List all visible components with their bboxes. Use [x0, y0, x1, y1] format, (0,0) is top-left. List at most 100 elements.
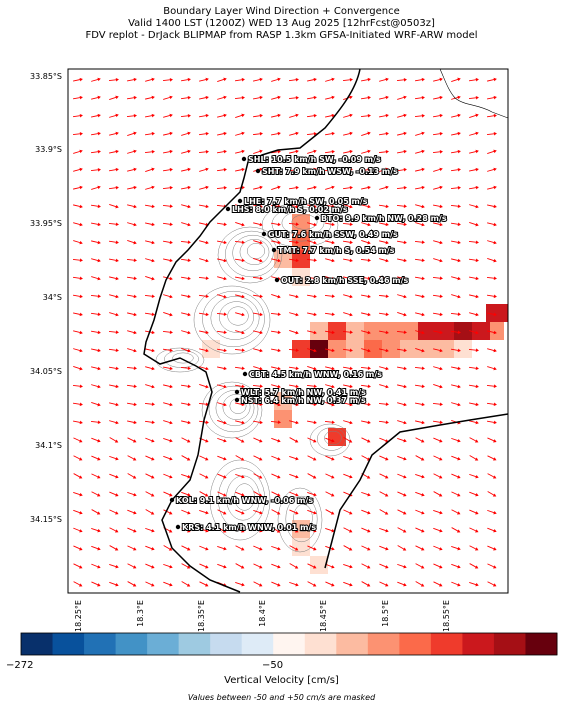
wind-arrow [397, 131, 407, 136]
wind-arrow [163, 473, 173, 479]
station-dot-out [274, 277, 280, 283]
wind-arrow [307, 240, 317, 245]
wind-arrow [109, 258, 119, 263]
wind-arrow [450, 312, 461, 316]
wind-arrow [468, 240, 479, 245]
wind-arrow [91, 402, 101, 407]
wind-arrow [325, 240, 335, 245]
wind-arrow [217, 509, 227, 515]
wind-arrow [468, 258, 479, 263]
wind-arrow [72, 402, 83, 407]
wind-arrow [145, 545, 155, 551]
wind-arrow [397, 563, 407, 569]
terrain-contour [234, 483, 255, 511]
station-label-gut: GUT: 7.6 km/h SSW, 0.49 m/s [268, 230, 398, 239]
wind-arrow [217, 276, 227, 281]
convergence-cell [418, 322, 436, 340]
wind-arrow [397, 149, 407, 154]
wind-arrow [163, 312, 173, 317]
wind-arrow [468, 366, 479, 371]
wind-arrow [325, 348, 335, 353]
colorbar-swatch [336, 633, 369, 655]
wind-arrow [234, 240, 245, 245]
wind-arrow [163, 131, 173, 136]
colorbar-tick-mid: −50 [262, 660, 284, 671]
wind-arrow [270, 330, 281, 335]
wind-arrow [288, 185, 299, 190]
lat-label-34-1: 34.1°S [35, 441, 62, 450]
convergence-cell [346, 322, 364, 340]
wind-arrow [127, 330, 137, 335]
wind-arrow [91, 563, 101, 569]
wind-arrow [414, 366, 425, 371]
wind-arrow [378, 131, 389, 136]
wind-arrow [127, 473, 137, 479]
wind-arrow [163, 509, 173, 515]
wind-arrow [127, 491, 137, 497]
wind-arrow [199, 258, 209, 263]
wind-arrow [397, 258, 407, 263]
wind-arrow [235, 545, 245, 551]
wind-arrow [199, 330, 209, 335]
wind-arrow [324, 420, 335, 425]
wind-arrow [324, 294, 335, 298]
wind-arrow [379, 258, 389, 263]
wind-arrow [145, 348, 155, 353]
wind-arrow [414, 95, 425, 100]
lat-label-34-15: 34.15°S [30, 515, 62, 524]
convergence-cell [382, 340, 400, 358]
wind-arrow [181, 149, 191, 154]
wind-arrow [163, 366, 173, 371]
wind-arrow [234, 258, 245, 263]
wind-arrow [343, 384, 353, 389]
wind-arrow [487, 366, 497, 371]
convergence-cell [346, 340, 364, 358]
wind-arrow [451, 294, 461, 299]
wind-arrow [235, 294, 245, 299]
wind-arrow [306, 132, 317, 136]
wind-arrow [199, 491, 209, 497]
wind-arrow [487, 312, 497, 317]
wind-arrow [72, 95, 83, 100]
wind-arrow [433, 204, 443, 209]
wind-arrow [108, 167, 119, 172]
wind-arrow [307, 527, 317, 533]
wind-arrow [216, 348, 227, 353]
wind-arrow [397, 276, 407, 281]
wind-arrow [469, 294, 479, 299]
wind-arrow [289, 330, 299, 335]
wind-arrow [343, 258, 353, 263]
lon-label-18-55: 18.55°E [442, 600, 451, 632]
colorbar-swatch [304, 633, 337, 655]
wind-arrow [217, 420, 227, 425]
convergence-cell [292, 520, 310, 538]
wind-arrow [487, 545, 497, 551]
wind-arrow [378, 294, 389, 299]
colorbar-swatch [210, 633, 243, 655]
wind-arrow [234, 384, 245, 389]
wind-arrow [252, 420, 263, 425]
wind-arrow [361, 131, 371, 136]
wind-arrow [73, 527, 83, 533]
wind-arrow [360, 384, 371, 389]
wind-arrow [324, 330, 335, 335]
wind-arrow [271, 437, 281, 443]
wind-arrow [361, 330, 371, 335]
wind-arrow [217, 95, 227, 100]
colorbar-swatch [241, 633, 274, 655]
wind-arrow [180, 366, 191, 371]
wind-arrow [450, 167, 461, 172]
wind-arrow [451, 509, 461, 515]
wind-arrow [432, 113, 443, 118]
wind-arrow [73, 473, 83, 479]
convergence-cell [364, 322, 382, 340]
wind-arrow [306, 258, 317, 262]
wind-arrow [397, 420, 407, 425]
wind-arrow [145, 491, 155, 497]
wind-arrow [487, 437, 497, 443]
convergence-cell [436, 340, 454, 358]
wind-arrow [217, 131, 227, 136]
terrain-contour [232, 234, 274, 272]
colorbar-swatch [147, 633, 180, 655]
wind-arrow [109, 581, 119, 587]
